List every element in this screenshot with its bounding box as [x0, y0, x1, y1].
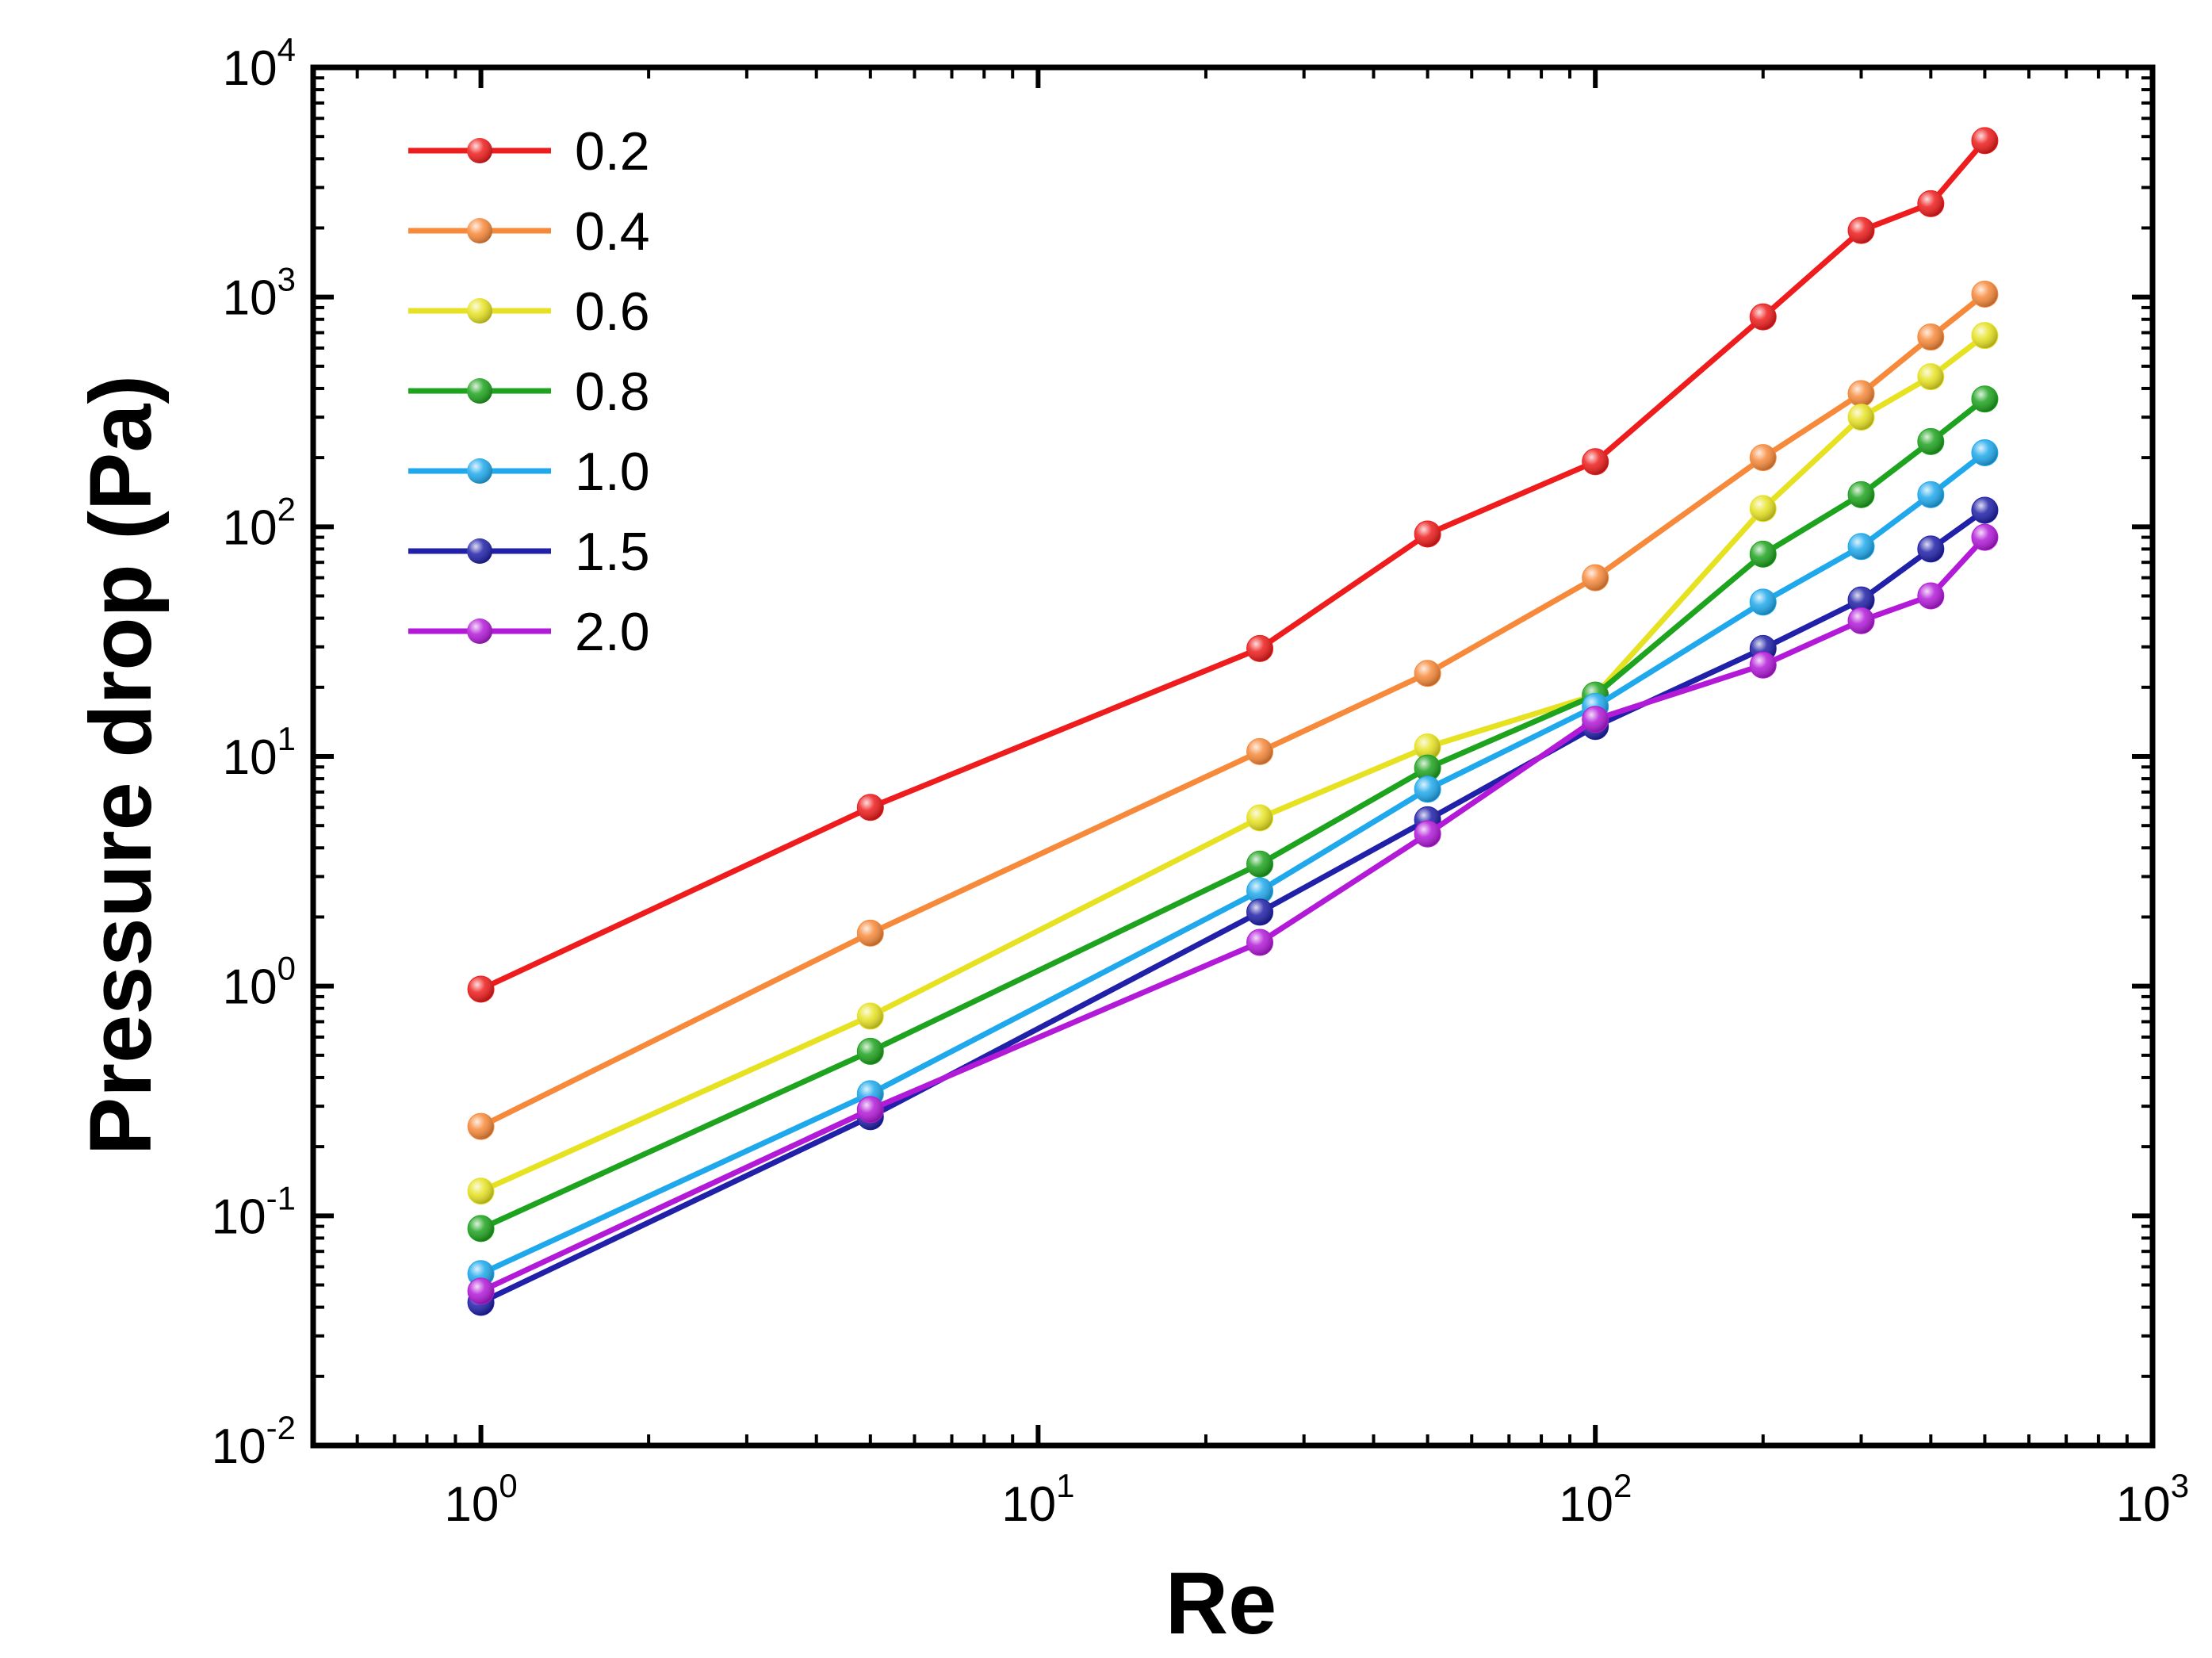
x-axis-title: Re — [1165, 1555, 1277, 1652]
x-tick-label: 100 — [444, 1467, 517, 1532]
data-point-highlight — [1750, 496, 1776, 522]
legend-label: 0.4 — [575, 201, 650, 262]
y-axis-title: Pressure drop (Pa) — [72, 375, 170, 1155]
legend-marker-highlight — [467, 458, 492, 484]
data-point-highlight — [1918, 428, 1944, 454]
data-point-highlight — [1848, 607, 1874, 634]
data-point-highlight — [1414, 776, 1441, 802]
legend-label: 1.0 — [575, 442, 650, 502]
data-point-highlight — [468, 976, 494, 1002]
y-tick-label: 101 — [223, 720, 296, 785]
x-tick-label: 101 — [1001, 1467, 1074, 1532]
data-point-highlight — [1848, 534, 1874, 560]
y-tick-label: 102 — [223, 490, 296, 555]
legend-label: 0.8 — [575, 362, 650, 422]
legend-entry: 2.0 — [408, 602, 650, 662]
data-point-highlight — [1582, 449, 1609, 475]
data-point-highlight — [1918, 536, 1944, 562]
legend-label: 0.6 — [575, 281, 650, 342]
data-point-highlight — [468, 1278, 494, 1304]
data-point-highlight — [468, 1113, 494, 1139]
data-point-highlight — [1750, 445, 1776, 471]
legend-entry: 0.2 — [408, 121, 650, 182]
legend-label: 0.2 — [575, 121, 650, 182]
legend-marker-highlight — [467, 538, 492, 564]
data-point-highlight — [1247, 738, 1273, 764]
legend-marker-highlight — [467, 378, 492, 404]
data-point-highlight — [1582, 565, 1609, 591]
data-point-highlight — [1414, 821, 1441, 847]
data-point-highlight — [1972, 386, 1998, 412]
data-point-highlight — [1247, 635, 1273, 661]
axis-layer: 100 101 102 103 10-2 10-1 100 101 102 103 104 — [212, 31, 2189, 1532]
data-point-highlight — [1972, 128, 1998, 154]
legend-marker-highlight — [467, 138, 492, 163]
legend-entry: 0.8 — [408, 362, 650, 422]
data-point-highlight — [1972, 497, 1998, 523]
legend-entry: 1.0 — [408, 442, 650, 502]
data-point-highlight — [1750, 589, 1776, 615]
data-point-highlight — [1972, 439, 1998, 465]
y-tick-label: 103 — [223, 261, 296, 326]
data-point-highlight — [1750, 652, 1776, 678]
series-layer — [467, 127, 1999, 1316]
legend-marker-highlight — [467, 218, 492, 243]
data-point-highlight — [1247, 851, 1273, 877]
data-point-highlight — [857, 920, 883, 946]
legend-entry: 1.5 — [408, 522, 650, 582]
data-point-highlight — [1848, 587, 1874, 613]
data-point-highlight — [1918, 364, 1944, 390]
data-point-highlight — [1414, 734, 1441, 760]
x-tick-label: 102 — [1559, 1467, 1632, 1532]
data-point-highlight — [857, 1038, 883, 1064]
data-point-highlight — [1414, 521, 1441, 547]
y-tick-label: 100 — [223, 950, 296, 1015]
data-point-highlight — [1972, 524, 1998, 550]
legend-marker-highlight — [467, 618, 492, 644]
data-point-highlight — [1247, 878, 1273, 904]
data-point-highlight — [1972, 323, 1998, 349]
legend-label: 1.5 — [575, 522, 650, 582]
data-point-highlight — [1848, 381, 1874, 407]
data-point-highlight — [1247, 805, 1273, 831]
legend: 0.2 0.4 0.6 0.8 1.0 1.5 2.0 — [408, 121, 650, 662]
data-point-highlight — [1918, 324, 1944, 350]
data-point-highlight — [1247, 929, 1273, 955]
series-0.2 — [467, 127, 1999, 1003]
series-2.0 — [467, 523, 1999, 1305]
data-point-highlight — [857, 1097, 883, 1123]
data-point-highlight — [1918, 583, 1944, 609]
data-point-highlight — [1582, 706, 1609, 733]
data-point-highlight — [1247, 899, 1273, 925]
x-tick-label: 103 — [2116, 1467, 2189, 1532]
data-point-highlight — [1972, 281, 1998, 307]
data-point-highlight — [1848, 481, 1874, 507]
legend-entry: 0.6 — [408, 281, 650, 342]
legend-label: 2.0 — [575, 602, 650, 662]
data-point-highlight — [1848, 217, 1874, 243]
data-point-highlight — [1918, 481, 1944, 507]
data-point-highlight — [1414, 755, 1441, 781]
y-tick-label: 10-1 — [212, 1179, 296, 1244]
data-point-highlight — [1750, 304, 1776, 330]
data-point-highlight — [1918, 190, 1944, 216]
data-point-highlight — [857, 1003, 883, 1029]
data-point-highlight — [857, 795, 883, 821]
data-point-highlight — [1750, 541, 1776, 567]
legend-marker-highlight — [467, 298, 492, 324]
data-point-highlight — [468, 1178, 494, 1204]
data-point-highlight — [1414, 661, 1441, 687]
legend-entry: 0.4 — [408, 201, 650, 262]
y-tick-label: 10-2 — [212, 1409, 296, 1474]
series-0.4 — [467, 280, 1999, 1140]
data-point-highlight — [468, 1216, 494, 1242]
data-point-highlight — [1848, 404, 1874, 431]
y-tick-label: 104 — [223, 31, 296, 96]
